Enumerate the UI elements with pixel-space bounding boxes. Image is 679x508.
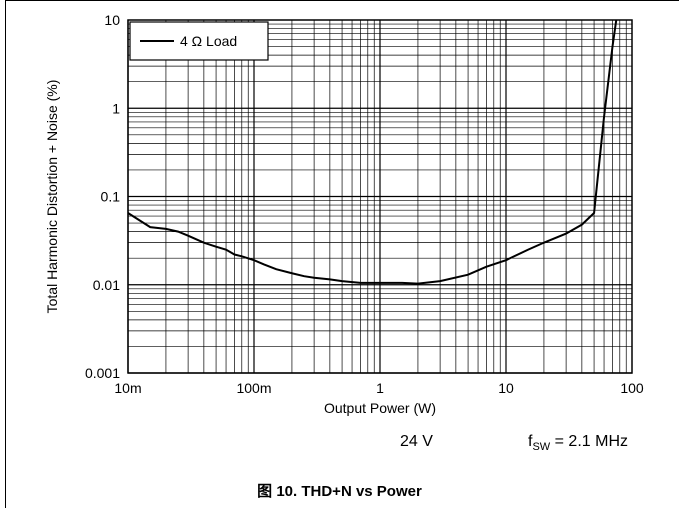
grid [127, 20, 632, 374]
y-axis-label: Total Harmonic Distortion + Noise (%) [44, 80, 60, 314]
y-tick-label: 1 [112, 100, 120, 116]
x-tick-label: 10m [114, 380, 141, 396]
y-tick-label: 10 [104, 12, 120, 28]
x-tick-label: 10 [498, 380, 514, 396]
series-line-4-ohm-load [127, 19, 618, 285]
switching-frequency-condition: fSW = 2.1 MHz [528, 433, 628, 453]
figure-caption: 图 10. THD+N vs Power [257, 483, 422, 500]
frame-top-border [5, 0, 679, 1]
fsw-prefix: f [528, 433, 533, 450]
x-axis-label: Output Power (W) [324, 400, 436, 416]
series-layer [127, 19, 618, 285]
y-tick-label: 0.001 [85, 365, 120, 381]
y-tick-label: 0.1 [101, 189, 121, 205]
fsw-value: = 2.1 MHz [550, 433, 628, 450]
plot-area-border [127, 19, 633, 374]
x-tick-label: 1 [376, 380, 384, 396]
frame-left-border [5, 0, 6, 508]
tick-labels: 10m 100m 1 10 100 0.001 0.01 0.1 1 10 [85, 12, 644, 396]
legend: 4 Ω Load [129, 21, 269, 61]
fsw-subscript: SW [532, 441, 551, 454]
voltage-condition: 24 V [400, 433, 433, 450]
x-tick-label: 100m [236, 380, 271, 396]
x-tick-label: 100 [620, 380, 644, 396]
legend-label: 4 Ω Load [180, 33, 237, 49]
thd-vs-power-chart: 10m 100m 1 10 100 0.001 0.01 0.1 1 10 4 Ω Load Ou… [44, 12, 644, 416]
y-tick-label: 0.01 [93, 277, 120, 293]
